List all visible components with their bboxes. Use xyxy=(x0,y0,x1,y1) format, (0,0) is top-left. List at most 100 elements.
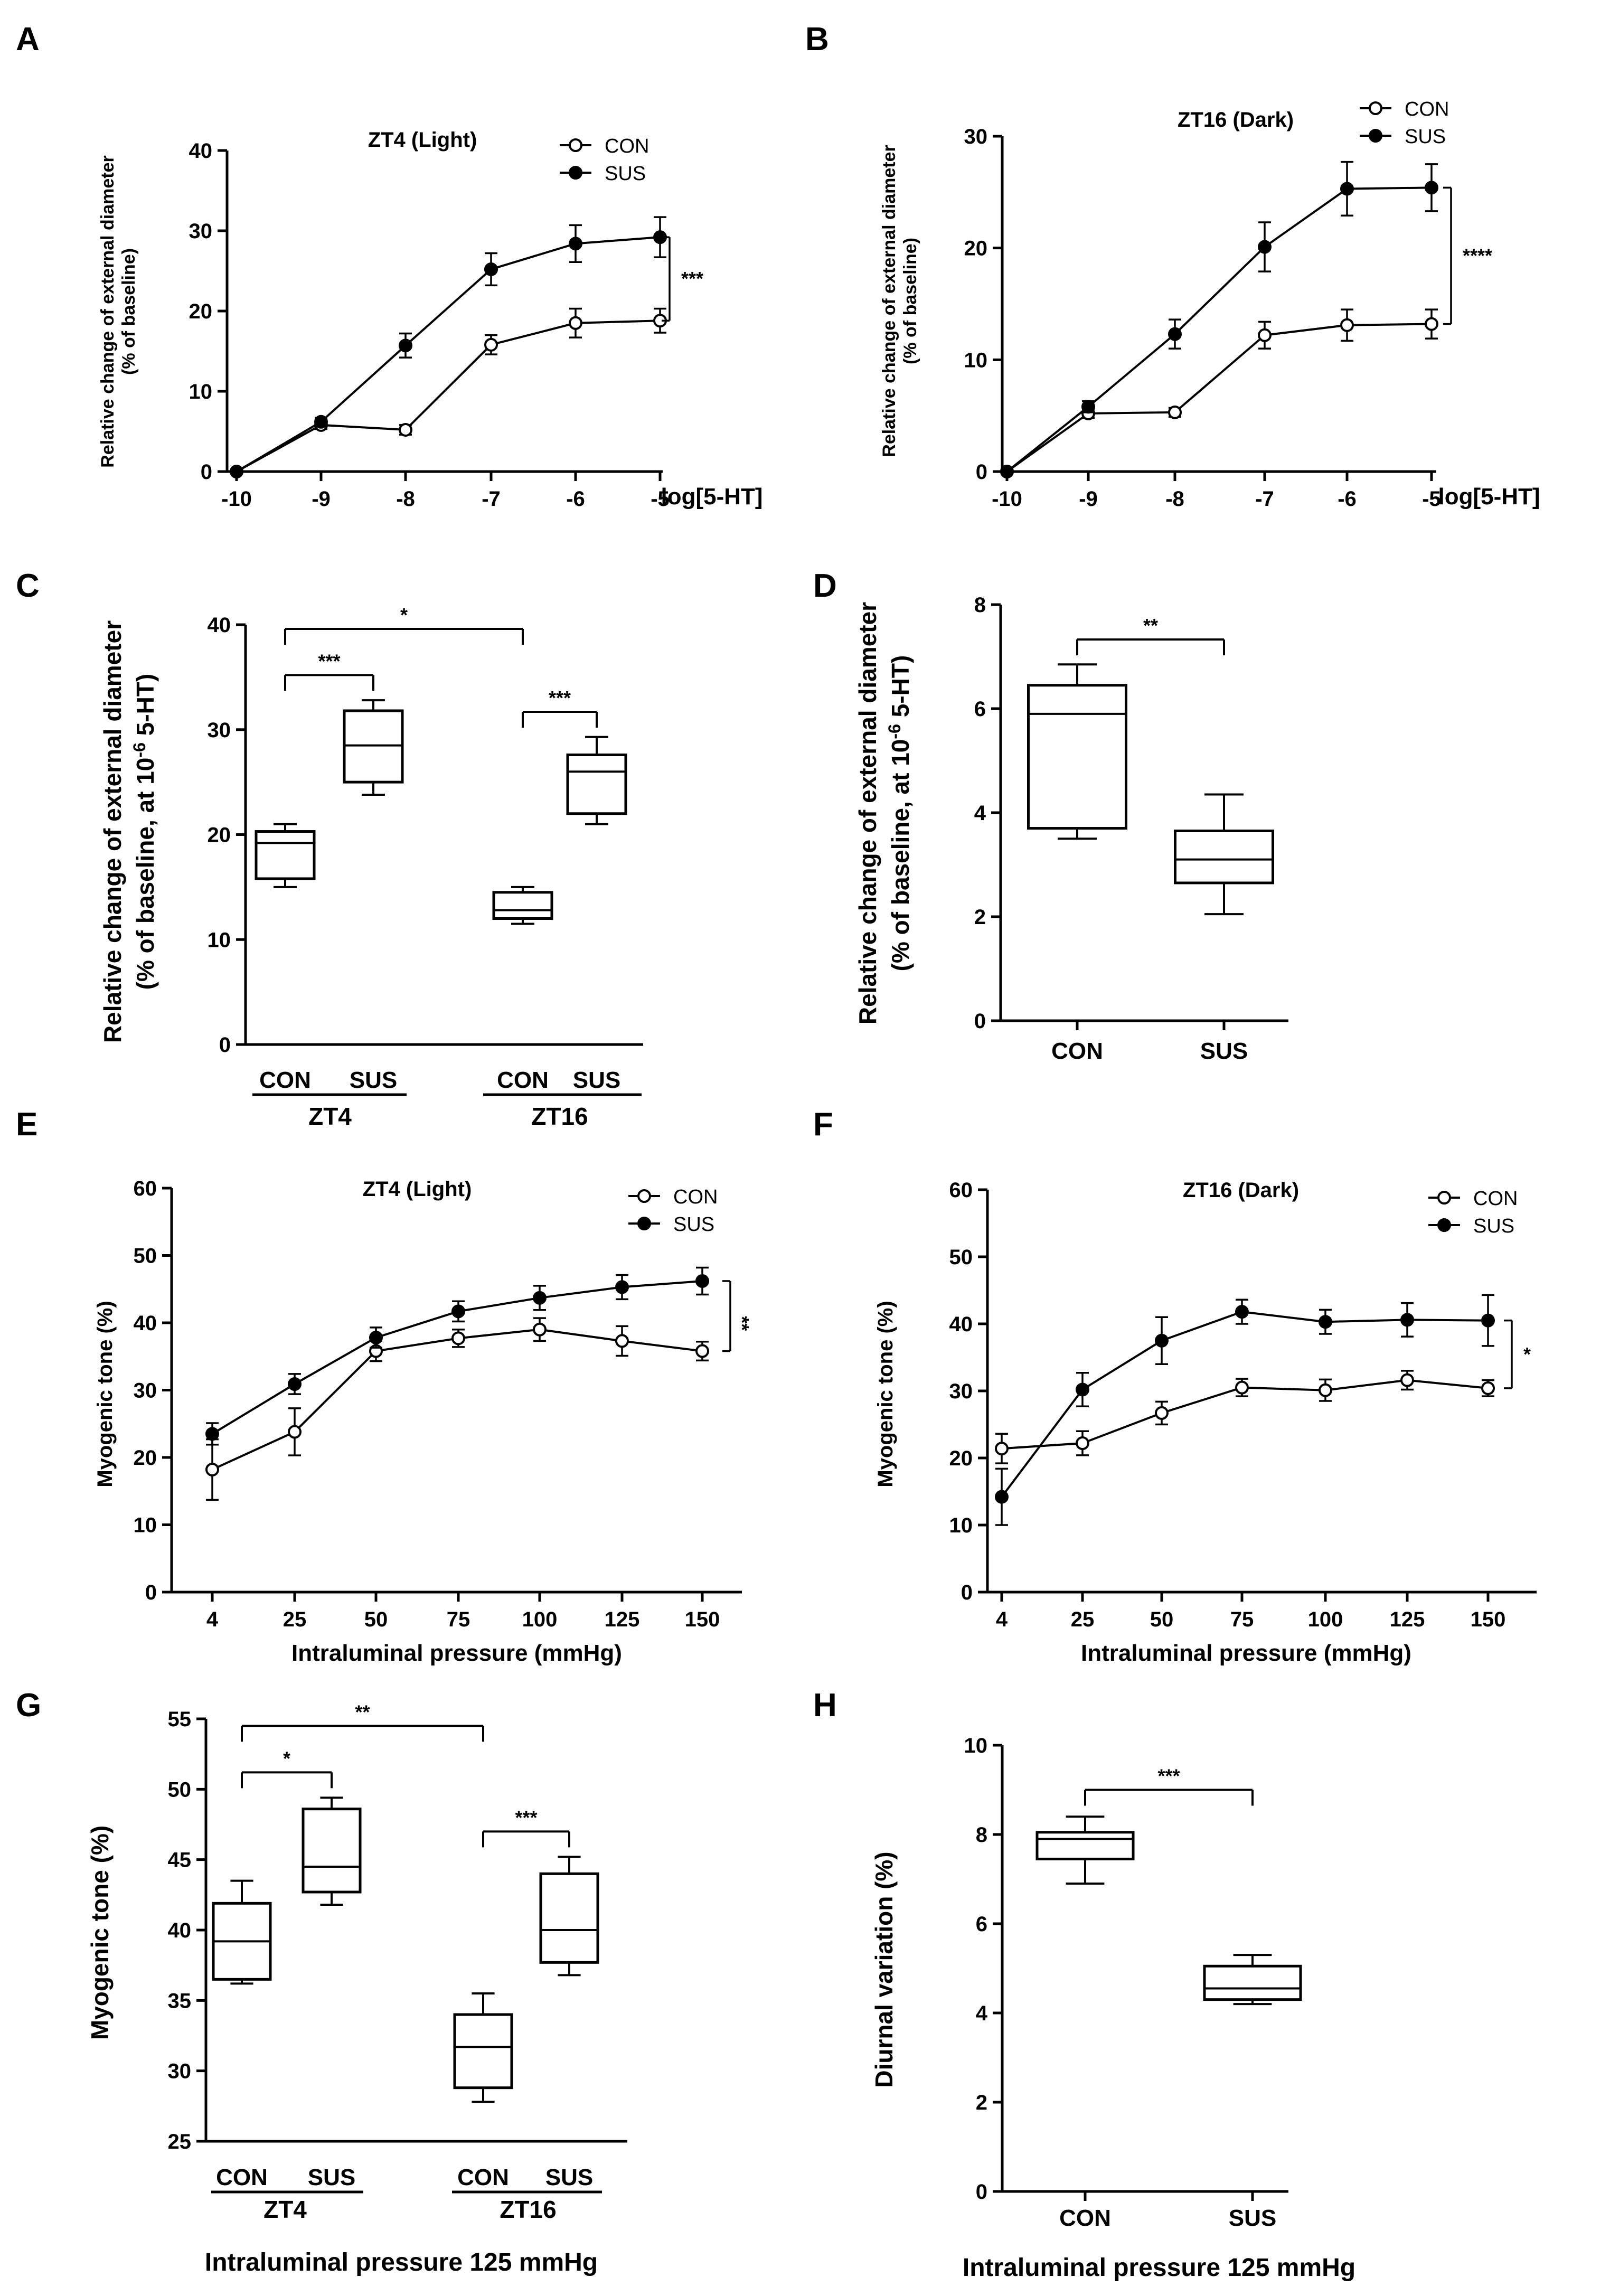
y-tick-label: 10 xyxy=(134,1514,157,1537)
panel-a: A 0 10 20 30 40 Relative change of external di… xyxy=(16,21,763,511)
data-point-con xyxy=(1258,328,1272,342)
x-tick-label: SUS xyxy=(350,1067,397,1093)
data-point-con xyxy=(1425,317,1438,331)
x-tick-label: -6 xyxy=(566,487,585,511)
x-tick-label: -7 xyxy=(482,487,501,511)
box-zt4-con xyxy=(255,830,316,880)
x-tick-label: 150 xyxy=(1471,1608,1506,1631)
panel-label: G xyxy=(16,1687,41,1724)
y-tick-label: 0 xyxy=(976,460,987,484)
data-point-sus xyxy=(1076,1382,1089,1397)
series-line-sus xyxy=(1006,186,1432,473)
x-tick-label: 25 xyxy=(1071,1608,1095,1631)
x-tick-label: SUS xyxy=(545,2165,593,2190)
y-tick-label: 4 xyxy=(976,2002,988,2025)
y-tick-label: 40 xyxy=(189,139,213,163)
legend-marker-con xyxy=(1437,1191,1451,1205)
panel-d: D 0 2 4 6 8 Relative change of external diamet… xyxy=(813,568,1288,1064)
data-point-sus xyxy=(995,1490,1009,1504)
sig-label: **** xyxy=(1463,244,1492,266)
y-tick-label: 8 xyxy=(976,1823,987,1847)
group-label: ZT4 xyxy=(263,2196,307,2223)
data-point-sus xyxy=(1235,1305,1249,1319)
chart-title: ZT16 (Dark) xyxy=(1183,1179,1299,1202)
data-point-sus xyxy=(1425,181,1438,195)
y-tick-label: 30 xyxy=(168,2060,192,2083)
x-axis-label: Intraluminal pressure 125 mmHg xyxy=(205,2248,598,2276)
data-point-sus xyxy=(314,415,328,429)
data-point-sus xyxy=(695,1274,709,1288)
x-tick-label: 125 xyxy=(1390,1608,1425,1631)
box-con xyxy=(1035,1831,1135,1860)
sig-label: *** xyxy=(1157,1765,1180,1787)
legend-marker-sus xyxy=(1437,1218,1451,1232)
legend-label-con: CON xyxy=(1405,98,1449,120)
data-point-con xyxy=(695,1344,709,1358)
y-tick-label: 10 xyxy=(949,1514,973,1537)
data-point-sus xyxy=(1168,327,1182,341)
y-tick-label: 10 xyxy=(189,380,213,403)
y-tick-label: 10 xyxy=(208,928,231,952)
x-tick-label: -9 xyxy=(1079,487,1098,511)
x-tick-label: -9 xyxy=(312,487,331,511)
legend-marker-sus xyxy=(1369,129,1382,143)
data-point-sus xyxy=(1155,1333,1169,1348)
panel-label: F xyxy=(813,1106,833,1143)
y-axis-label: Myogenic tone (%) xyxy=(93,1301,117,1487)
legend-label-sus: SUS xyxy=(1405,126,1446,148)
y-tick-label: 50 xyxy=(134,1245,157,1268)
x-tick-label: CON xyxy=(216,2165,268,2190)
box-zt16-sus xyxy=(539,1872,599,1964)
y-tick-label: 0 xyxy=(976,2180,987,2204)
box-sus xyxy=(1174,829,1274,884)
data-point-sus xyxy=(1481,1313,1495,1328)
y-axis-label: (% of baseline) xyxy=(119,248,139,375)
y-tick-label: 20 xyxy=(189,300,213,323)
legend-marker-con xyxy=(1369,101,1382,115)
legend-marker-con xyxy=(569,138,582,152)
sig-label: *** xyxy=(549,687,571,709)
sig-label: ** xyxy=(731,1316,753,1331)
x-tick-label: 75 xyxy=(1230,1608,1254,1631)
data-point-con xyxy=(1155,1406,1169,1420)
data-point-con xyxy=(1319,1383,1332,1397)
x-tick-label: 125 xyxy=(605,1608,640,1631)
data-point-con xyxy=(615,1334,629,1348)
data-point-sus xyxy=(230,465,243,478)
x-tick-label: 25 xyxy=(283,1608,307,1631)
box-zt16-con xyxy=(453,2013,513,2090)
x-axis-label: log[5-HT] xyxy=(661,484,762,510)
data-point-con xyxy=(1340,318,1354,332)
data-point-con xyxy=(451,1331,465,1345)
panel-f: F 0 10 20 30 40 50 60 Myogenic tone (%) 4 25 50 75 10… xyxy=(813,1106,1537,1666)
box-sus xyxy=(1203,1964,1302,2001)
legend-label-sus: SUS xyxy=(673,1213,714,1236)
panel-label: B xyxy=(805,21,829,58)
y-axis-label: Myogenic tone (%) xyxy=(874,1301,897,1487)
data-point-sus xyxy=(1258,240,1272,254)
y-axis-label: Relative change of external diameter xyxy=(854,602,881,1024)
box-zt16-con xyxy=(492,891,553,920)
x-axis-label: Intraluminal pressure 125 mmHg xyxy=(963,2254,1355,2282)
data-point-con xyxy=(1235,1380,1249,1395)
y-axis-label: Myogenic tone (%) xyxy=(86,1825,114,2040)
y-tick-label: 40 xyxy=(168,1919,192,1942)
y-tick-label: 20 xyxy=(208,824,231,847)
y-tick-label: 8 xyxy=(974,594,986,617)
series-line-con xyxy=(1006,323,1432,473)
x-tick-label: -10 xyxy=(992,487,1022,511)
x-tick-label: -6 xyxy=(1338,487,1357,511)
series-line-con xyxy=(236,319,661,473)
y-tick-label: 45 xyxy=(168,1849,192,1872)
panel-b: B 0 10 20 30 Relative change of external diam… xyxy=(805,21,1540,511)
sig-label: ** xyxy=(355,1701,370,1723)
x-tick-label: 50 xyxy=(364,1608,388,1631)
data-point-con xyxy=(533,1322,547,1337)
legend-label-sus: SUS xyxy=(605,163,646,185)
data-point-sus xyxy=(369,1331,383,1345)
y-tick-label: 10 xyxy=(964,1734,988,1757)
y-tick-label: 0 xyxy=(201,460,212,484)
y-axis-label: Relative change of external diameter xyxy=(879,145,899,457)
data-point-sus xyxy=(1081,400,1095,414)
